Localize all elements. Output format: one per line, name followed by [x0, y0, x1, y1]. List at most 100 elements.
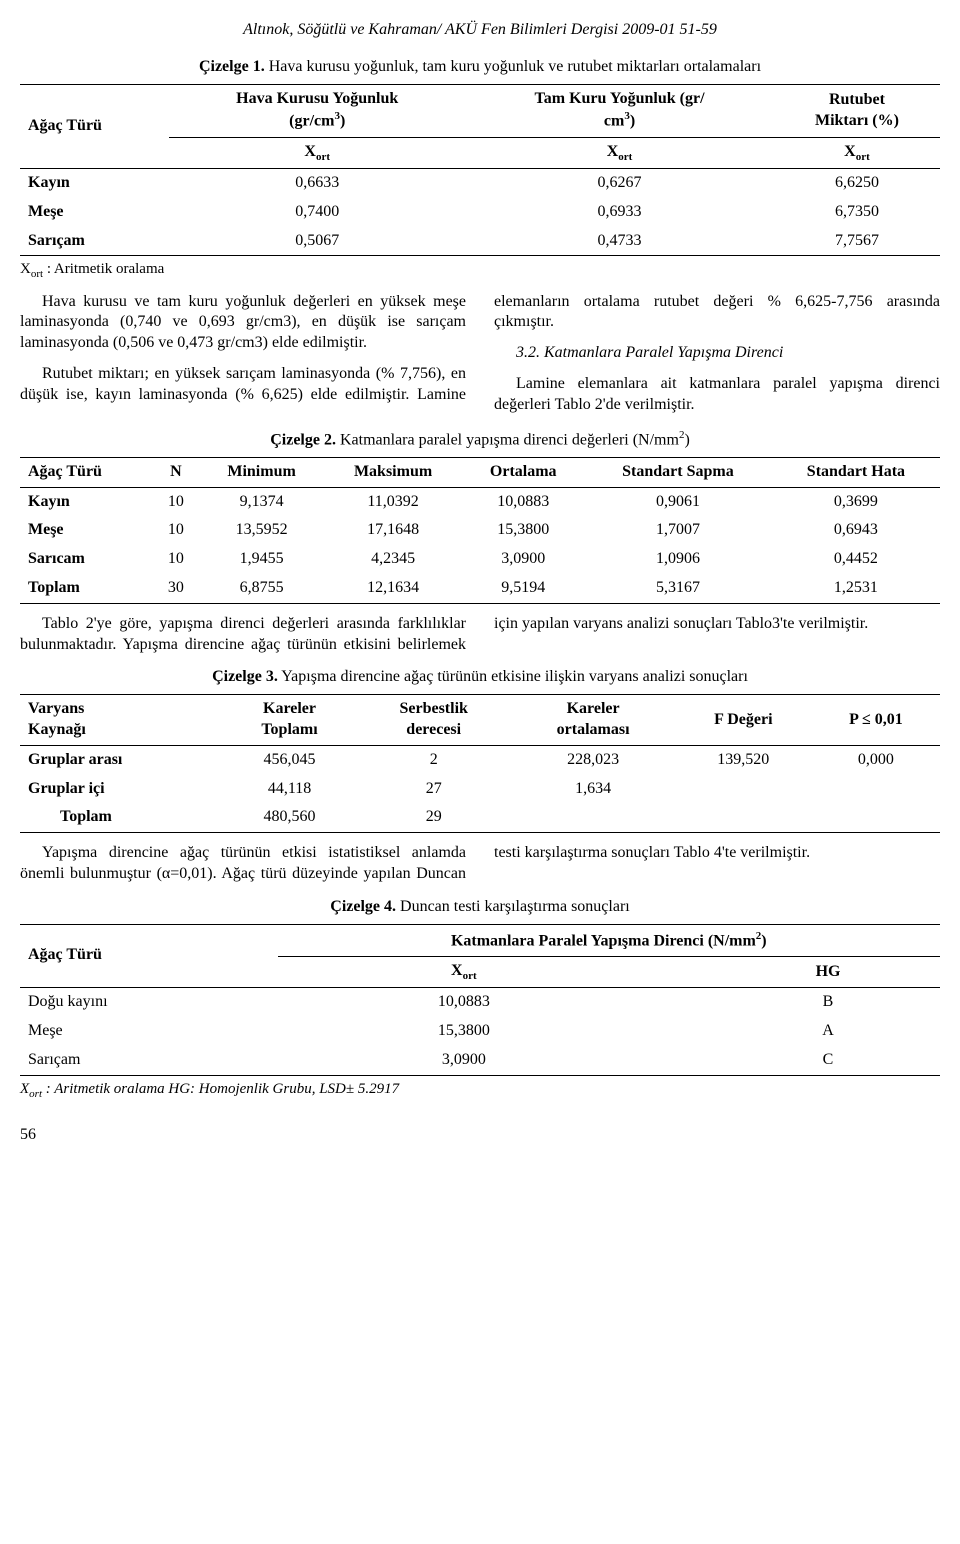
table4: Ağaç Türü Katmanlara Paralel Yapışma Dir…	[20, 924, 940, 1076]
t2-r4-sd: 5,3167	[584, 574, 772, 603]
table-row: Toplam 480,560 29	[20, 803, 940, 832]
table-row: Kayın 0,6633 0,6267 6,6250	[20, 169, 940, 198]
t3-r3-f	[675, 803, 812, 832]
t3-h5: F Değeri	[675, 695, 812, 746]
t4-r3-x: 3,0900	[278, 1046, 650, 1075]
t2-h3: Minimum	[199, 457, 323, 487]
t3-r1-name: Gruplar arası	[20, 745, 223, 774]
t3-h4: Karelerortalaması	[511, 695, 674, 746]
t2-caption-label: Çizelge 2.	[270, 431, 336, 448]
t4-h-hg: HG	[716, 956, 940, 987]
t1-r3-name: Sarıçam	[20, 227, 169, 256]
t3-r3-df: 29	[356, 803, 511, 832]
t3-r2-p	[812, 775, 940, 804]
t3-h1: VaryansKaynağı	[20, 695, 223, 746]
t2-r4-avg: 9,5194	[462, 574, 584, 603]
t3-r2-f	[675, 775, 812, 804]
t1-h-tamkuru-a: Tam Kuru Yoğunluk (gr/	[535, 90, 705, 107]
t1-r1-v1: 0,6633	[169, 169, 465, 198]
t1-h-xort1: Xort	[169, 137, 465, 168]
t2-h1: Ağaç Türü	[20, 457, 152, 487]
t3-h6: P ≤ 0,01	[812, 695, 940, 746]
t1-r2-v2: 0,6933	[465, 198, 774, 227]
t3-r3-p	[812, 803, 940, 832]
t3-r2-name: Gruplar içi	[20, 775, 223, 804]
t2-r3-avg: 3,0900	[462, 545, 584, 574]
t2-r2-n: 10	[152, 516, 199, 545]
t1-h-havakurusu-end: )	[340, 113, 345, 130]
t4-r3-name: Sarıçam	[20, 1046, 278, 1075]
t4-foot-x: X	[20, 1081, 29, 1097]
t1-note-x: X	[20, 261, 31, 277]
t1-r1-v2: 0,6267	[465, 169, 774, 198]
t4-h1: Ağaç Türü	[20, 924, 278, 988]
t1-r3-v2: 0,4733	[465, 227, 774, 256]
table-row: Gruplar arası 456,045 2 228,023 139,520 …	[20, 745, 940, 774]
t4-r1-name: Doğu kayını	[20, 988, 278, 1017]
table3: VaryansKaynağı KarelerToplamı Serbestlik…	[20, 694, 940, 833]
t4-r1-x: 10,0883	[278, 988, 650, 1017]
t2-h4: Maksimum	[324, 457, 463, 487]
table2-caption: Çizelge 2. Katmanlara paralel yapışma di…	[20, 428, 940, 451]
paragraph: Lamine elemanlara ait katmanlara paralel…	[494, 374, 940, 416]
table1: Ağaç Türü Hava Kurusu Yoğunluk (gr/cm3) …	[20, 84, 940, 257]
t3-caption-label: Çizelge 3.	[212, 668, 278, 685]
t4-h-spacer	[650, 956, 716, 987]
t2-caption-text: Katmanlara paralel yapışma direnci değer…	[336, 431, 679, 448]
t1-h-species: Ağaç Türü	[20, 84, 169, 168]
t4-caption-label: Çizelge 4.	[330, 898, 396, 915]
t1-h-havakurusu: Hava Kurusu Yoğunluk (gr/cm3)	[169, 84, 465, 137]
table-row: Meşe 15,3800 A	[20, 1017, 940, 1046]
t4-h2-text: Katmanlara Paralel Yapışma Direnci (N/mm	[451, 932, 756, 949]
t1-note-rest: : Aritmetik oralama	[43, 261, 164, 277]
t2-h5: Ortalama	[462, 457, 584, 487]
t2-r3-name: Sarıcam	[20, 545, 152, 574]
t4-r2-hg: A	[716, 1017, 940, 1046]
t2-r1-sd: 0,9061	[584, 487, 772, 516]
t1-r2-v1: 0,7400	[169, 198, 465, 227]
t2-r2-sd: 1,7007	[584, 516, 772, 545]
t1-h-havakurusu-a: Hava Kurusu Yoğunluk	[236, 90, 398, 107]
t4-r1-hg: B	[716, 988, 940, 1017]
t2-r2-min: 13,5952	[199, 516, 323, 545]
t3-r3-ss: 480,560	[223, 803, 356, 832]
t1-r1-v3: 6,6250	[774, 169, 940, 198]
t3-caption-text: Yapışma direncine ağaç türünün etkisine …	[278, 668, 748, 685]
body-block-3: Yapışma direncine ağaç türünün etkisi is…	[20, 843, 940, 885]
t2-r3-se: 0,4452	[772, 545, 940, 574]
table1-caption-text: Hava kurusu yoğunluk, tam kuru yoğunluk …	[265, 58, 761, 75]
t4-h-xort: Xort	[278, 956, 650, 987]
t3-h2: KarelerToplamı	[223, 695, 356, 746]
t2-r2-avg: 15,3800	[462, 516, 584, 545]
t2-r1-min: 9,1374	[199, 487, 323, 516]
t2-r1-se: 0,3699	[772, 487, 940, 516]
t1-h-xort3: Xort	[774, 137, 940, 168]
table-row: Toplam 30 6,8755 12,1634 9,5194 5,3167 1…	[20, 574, 940, 603]
t3-r3-name: Toplam	[20, 803, 223, 832]
t4-r1-spacer	[650, 988, 716, 1017]
table1-caption: Çizelge 1. Hava kurusu yoğunluk, tam kur…	[20, 57, 940, 78]
t2-r3-sd: 1,0906	[584, 545, 772, 574]
t1-h-tamkuru-b: cm	[604, 113, 624, 130]
t3-r1-ms: 228,023	[511, 745, 674, 774]
t1-note-sub: ort	[31, 268, 43, 280]
t4-r3-spacer	[650, 1046, 716, 1075]
t2-r3-min: 1,9455	[199, 545, 323, 574]
section-heading: 3.2. Katmanlara Paralel Yapışma Direnci	[494, 343, 940, 364]
t2-h6: Standart Sapma	[584, 457, 772, 487]
t1-r3-v1: 0,5067	[169, 227, 465, 256]
t2-r2-se: 0,6943	[772, 516, 940, 545]
table2: Ağaç Türü N Minimum Maksimum Ortalama St…	[20, 457, 940, 604]
t4-r3-hg: C	[716, 1046, 940, 1075]
t4-foot-rest: : Aritmetik oralama HG: Homojenlik Grubu…	[42, 1081, 399, 1097]
table-row: Sarıcam 10 1,9455 4,2345 3,0900 1,0906 0…	[20, 545, 940, 574]
t2-r4-min: 6,8755	[199, 574, 323, 603]
table3-caption: Çizelge 3. Yapışma direncine ağaç türünü…	[20, 667, 940, 688]
paragraph: Hava kurusu ve tam kuru yoğunluk değerle…	[20, 292, 466, 354]
t2-r4-max: 12,1634	[324, 574, 463, 603]
t3-r2-df: 27	[356, 775, 511, 804]
t1-h-xort2: Xort	[465, 137, 774, 168]
table1-caption-label: Çizelge 1.	[199, 58, 265, 75]
paragraph: Yapışma direncine ağaç türünün etkisi is…	[20, 843, 940, 885]
t3-r2-ss: 44,118	[223, 775, 356, 804]
